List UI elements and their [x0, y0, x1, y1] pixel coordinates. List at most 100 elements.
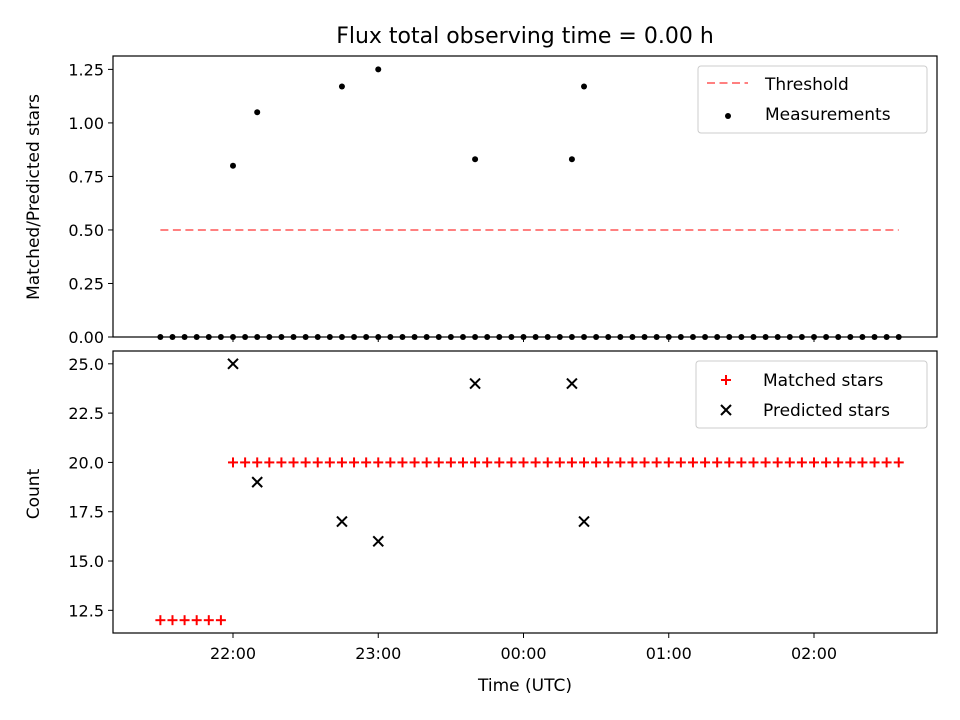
measurement-point — [605, 334, 612, 340]
measurement-point — [617, 334, 624, 340]
matched-star-point — [821, 457, 832, 468]
measurement-point — [786, 334, 793, 340]
measurement-point — [641, 334, 648, 340]
y-tick-label: 12.5 — [68, 601, 104, 620]
matched-star-point — [530, 457, 541, 468]
bottom-xlabel: Time (UTC) — [477, 676, 572, 696]
matched-star-point — [312, 457, 323, 468]
measurement-point — [290, 334, 297, 340]
measurement-point — [544, 334, 551, 340]
measurement-point — [326, 334, 333, 340]
y-tick-label: 1.00 — [68, 114, 104, 133]
measurement-point — [568, 334, 575, 340]
matched-star-point — [179, 615, 190, 626]
matched-star-point — [893, 457, 904, 468]
measurement-point — [217, 334, 224, 340]
matched-star-point — [373, 457, 384, 468]
matched-star-point — [252, 457, 263, 468]
y-tick-label: 22.5 — [68, 404, 104, 423]
x-tick-label: 01:00 — [646, 644, 692, 663]
matched-star-point — [240, 457, 251, 468]
matched-star-point — [712, 457, 723, 468]
matched-star-point — [409, 457, 420, 468]
matched-star-point — [397, 457, 408, 468]
measurement-point — [593, 334, 600, 340]
bottom-legend: Matched stars Predicted stars — [695, 360, 928, 429]
matched-star-point — [276, 457, 287, 468]
matched-star-point — [566, 457, 577, 468]
matched-star-point — [554, 457, 565, 468]
measurement-point — [181, 334, 188, 340]
measurement-point — [447, 334, 454, 340]
measurement-point — [338, 83, 345, 90]
y-tick-label: 0.75 — [68, 167, 104, 186]
top-plot-area: 0.00 0.25 0.50 0.75 1.00 1.25 — [68, 55, 938, 347]
legend-frame — [695, 360, 928, 429]
matched-star-point — [809, 457, 819, 468]
predicted-star-point — [578, 515, 590, 528]
matched-star-point — [518, 457, 529, 468]
legend-frame — [697, 65, 928, 134]
measurement-point — [847, 334, 854, 340]
matched-star-point — [336, 457, 347, 468]
axes-frame — [112, 350, 938, 634]
y-tick-label: 0.00 — [68, 328, 104, 347]
measurement-point — [677, 334, 684, 340]
measurement-point — [871, 334, 878, 340]
measurement-point — [338, 334, 345, 340]
measurement-point — [302, 334, 309, 340]
measurement-point — [750, 334, 757, 340]
measurement-point — [520, 334, 527, 340]
matched-star-point — [845, 457, 856, 468]
matched-star-point — [385, 457, 396, 468]
top-legend: Threshold Measurements — [697, 65, 928, 134]
matched-star-point — [542, 457, 553, 468]
measurement-point — [496, 334, 503, 340]
measurement-point — [738, 334, 745, 340]
matched-star-point — [579, 457, 590, 468]
measurement-point — [254, 109, 261, 116]
matched-star-point — [482, 457, 493, 468]
measurement-point — [556, 334, 563, 340]
matched-star-point — [675, 457, 686, 468]
matched-star-point — [857, 457, 868, 468]
matched-star-point — [167, 615, 178, 626]
predicted-star-point — [469, 377, 481, 390]
predicted-star-point — [336, 515, 348, 528]
measurement-point — [399, 334, 406, 340]
measurement-point — [266, 334, 273, 340]
cross-b — [251, 476, 263, 488]
measurement-point — [823, 334, 830, 340]
measurement-point — [472, 334, 479, 340]
matched-star-point — [760, 457, 771, 468]
matched-star-point — [433, 457, 444, 468]
measurement-point — [411, 334, 418, 340]
measurement-point — [798, 334, 805, 340]
matched-star-point — [833, 457, 844, 468]
y-tick-label: 17.5 — [68, 503, 104, 522]
measurement-point — [581, 83, 588, 90]
measurement-point — [242, 334, 249, 340]
y-tick-label: 0.25 — [68, 274, 104, 293]
measurement-point — [351, 334, 358, 340]
matched-star-point — [155, 615, 166, 626]
measurement-point — [581, 334, 588, 340]
measurement-point — [653, 334, 660, 340]
matched-star-point — [591, 457, 602, 468]
y-tick-label: 0.50 — [68, 221, 104, 240]
measurement-point — [459, 334, 466, 340]
cross-b — [336, 515, 348, 528]
bottom-ylabel: Count — [24, 468, 44, 519]
measurement-point — [484, 334, 491, 340]
matched-star-point — [687, 457, 698, 468]
measurement-point — [629, 334, 636, 340]
measurement-point — [278, 334, 285, 340]
matched-star-point — [215, 615, 226, 626]
x-tick-label: 02:00 — [791, 644, 837, 663]
matched-star-point — [288, 457, 299, 468]
matched-star-point — [191, 615, 202, 626]
top-ylabel: Matched/Predicted stars — [24, 94, 44, 300]
measurement-point — [375, 334, 382, 340]
matched-star-point — [736, 457, 747, 468]
